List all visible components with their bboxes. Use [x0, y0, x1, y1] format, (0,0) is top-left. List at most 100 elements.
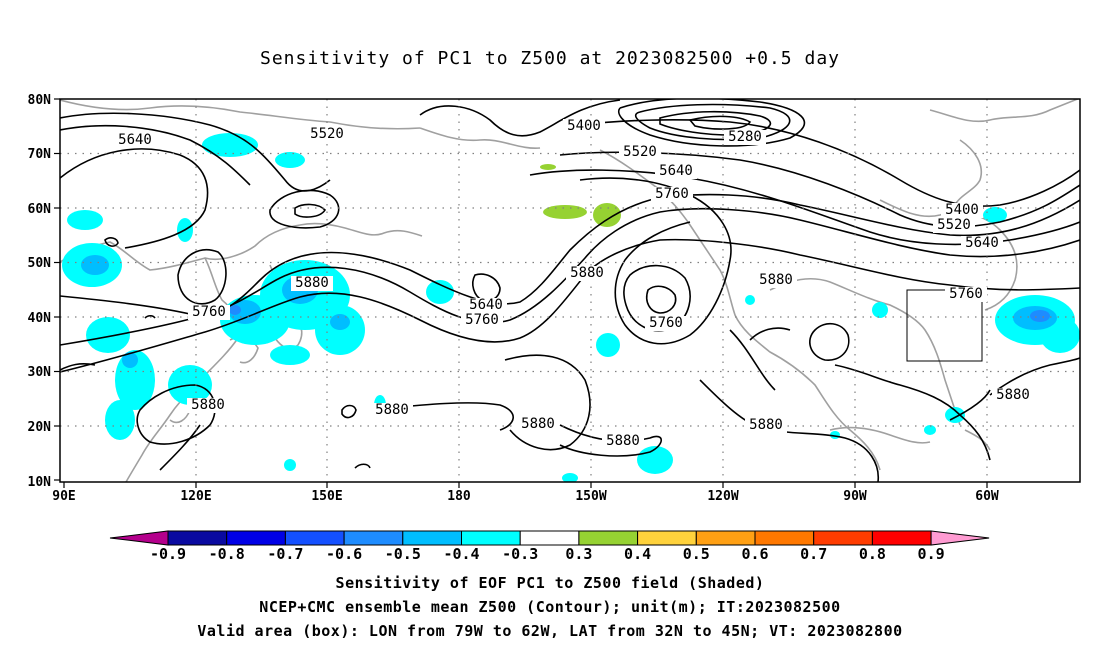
contour-label-text: 5520 [310, 126, 344, 142]
colorbar-tick-label: 0.5 [683, 545, 710, 563]
colorbar-swatch [284, 530, 345, 546]
contour-label-background [651, 187, 693, 202]
axis-ticks [54, 98, 988, 488]
colorbar-swatch [402, 530, 462, 546]
contour-label: 5760 [461, 312, 503, 328]
contour-label-text: 5880 [996, 387, 1030, 403]
contour-label-text: 5760 [649, 315, 683, 331]
lon-label: 150E [311, 489, 342, 504]
colorbar-tick-label: 0.6 [741, 545, 768, 563]
lat-label: 60N [28, 202, 52, 217]
contour-label-text: 5880 [749, 417, 783, 433]
caption-contour: NCEP+CMC ensemble mean Z500 (Contour); u… [259, 598, 841, 616]
contour-label-background [461, 313, 503, 328]
valid-area-box [906, 289, 983, 362]
lon-label: 180 [447, 489, 471, 504]
contour-label: 5880 [602, 433, 644, 449]
contour-label: 5520 [306, 126, 348, 142]
lat-label: 70N [28, 147, 52, 162]
contour-label-background [517, 417, 559, 432]
contour-label-text: 5640 [469, 297, 503, 313]
colorbar-tick-label: 0.7 [800, 545, 827, 563]
colorbar-swatch [519, 530, 580, 546]
contour-label-text: 5760 [465, 312, 499, 328]
z500-contours [60, 99, 1080, 482]
contour-label-background [992, 388, 1034, 403]
lat-lon-grid [60, 99, 1080, 482]
contour-label: 5520 [933, 217, 975, 233]
contour-label-text: 5880 [295, 275, 329, 291]
colorbar-swatch [871, 530, 932, 546]
colorbar-swatch [578, 530, 639, 546]
contour-label-text: 5640 [659, 163, 693, 179]
contour-label-background [306, 127, 348, 142]
contour-label: 5760 [945, 286, 987, 302]
contour-label: 5760 [645, 315, 687, 331]
contour-label-text: 5760 [655, 186, 689, 202]
latitude-labels: 80N 70N 60N 50N 40N 30N 20N 10N [28, 93, 52, 490]
colorbar-swatch [461, 530, 521, 546]
colorbar-tick-label: 0.8 [859, 545, 886, 563]
contour-label-text: 5880 [191, 397, 225, 413]
contour-label: 5880 [291, 275, 333, 291]
contour-label: 5760 [188, 304, 230, 320]
colorbar-swatch [167, 530, 228, 546]
contour-label-text: 5880 [375, 402, 409, 418]
colorbar-swatch [754, 530, 815, 546]
caption-valid-area: Valid area (box): LON from 79W to 62W, L… [197, 622, 903, 640]
contour-label: 5880 [992, 387, 1034, 403]
lat-label: 20N [28, 420, 52, 435]
lon-label: 150W [575, 489, 606, 504]
contour-label-background [941, 203, 983, 218]
colorbar-swatch [226, 530, 286, 546]
colorbar-arrow-high [930, 530, 990, 546]
lat-label: 80N [28, 93, 52, 108]
contour-label-text: 5280 [728, 129, 762, 145]
colorbar-tick-label: -0.8 [209, 545, 245, 563]
contour-label: 5640 [114, 132, 156, 148]
contour-label-text: 5400 [945, 202, 979, 218]
contour-label-background [188, 305, 230, 320]
contour-label-text: 5880 [570, 265, 604, 281]
contour-label-background [945, 287, 987, 302]
contour-label-text: 5640 [118, 132, 152, 148]
contour-label: 5640 [655, 163, 697, 179]
contour-label-background [563, 119, 605, 134]
coastlines [60, 99, 1080, 482]
contour-label: 5880 [745, 417, 787, 433]
contour-label-background [465, 298, 507, 313]
contour-label: 5520 [619, 144, 661, 160]
contour-label: 5400 [563, 118, 605, 134]
contour-label-background [602, 434, 644, 449]
contour-label-text: 5880 [759, 272, 793, 288]
colorbar-tick-label: -0.9 [150, 545, 186, 563]
contour-labels: 5640 5520 54005280552056405760540055205640… [114, 118, 1034, 449]
contour-label-background [371, 403, 413, 418]
contour-label: 5640 [961, 235, 1003, 251]
contour-label-background [566, 266, 608, 281]
colorbar-tick-label: -0.4 [443, 545, 479, 563]
contour-label-background [291, 276, 333, 291]
contour-label-text: 5880 [521, 416, 555, 432]
contour-label: 5880 [187, 397, 229, 413]
contour-label-background [114, 133, 156, 148]
contour-label: 5880 [566, 265, 608, 281]
contour-label-background [645, 316, 687, 331]
contour-label-text: 5640 [965, 235, 999, 251]
contour-label-background [619, 145, 661, 160]
colorbar-tick-label: -0.6 [326, 545, 362, 563]
lat-label: 10N [28, 475, 52, 490]
contour-label-text: 5880 [606, 433, 640, 449]
colorbar-labels: -0.9 -0.8 -0.7 -0.6 -0.5 -0.4 -0.3 0.3 0.4 0.5 0.6… [150, 545, 945, 563]
colorbar-tick-label: -0.5 [385, 545, 421, 563]
colorbar-swatch [695, 530, 756, 546]
contour-label-text: 5520 [623, 144, 657, 160]
colorbar-swatch [343, 530, 404, 546]
colorbar-arrow-low [109, 530, 169, 546]
contour-label: 5640 [465, 297, 507, 313]
map-border [59, 98, 1081, 483]
caption-shaded: Sensitivity of EOF PC1 to Z500 field (Sh… [335, 574, 765, 592]
contour-label-background [755, 273, 797, 288]
contour-label-text: 5760 [192, 304, 226, 320]
colorbar-tick-label: 0.3 [565, 545, 592, 563]
